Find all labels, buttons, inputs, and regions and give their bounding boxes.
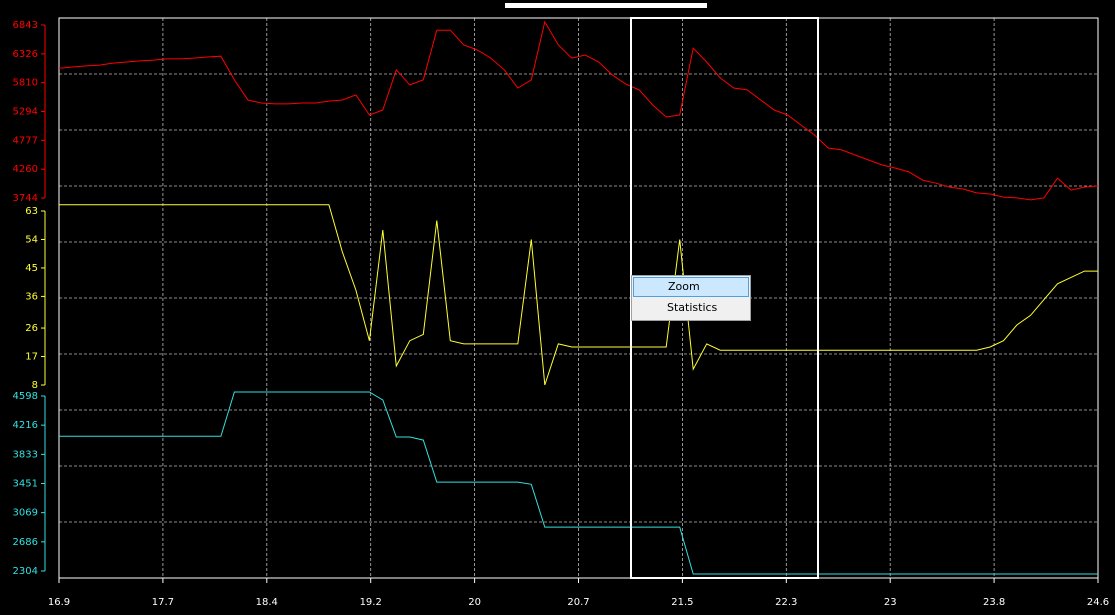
y-tick-label: 45 <box>25 263 38 274</box>
x-tick-label: 21.5 <box>671 597 693 608</box>
y-tick-label: 2686 <box>13 537 38 548</box>
plot-frame <box>58 17 1099 579</box>
x-tick-label: 17.7 <box>152 597 174 608</box>
x-tick-label: 20.7 <box>567 597 589 608</box>
x-tick-label: 24.6 <box>1087 597 1109 608</box>
x-tick-label: 23 <box>884 597 897 608</box>
y-tick-label: 5810 <box>13 78 38 89</box>
y-tick-label: 54 <box>25 234 38 245</box>
y-tick-label: 3069 <box>13 508 38 519</box>
scroll-bar[interactable] <box>505 3 707 8</box>
y-tick-label: 63 <box>25 206 38 217</box>
x-tick-label: 16.9 <box>48 597 70 608</box>
y-tick-label: 3833 <box>13 449 38 460</box>
y-tick-label: 3744 <box>13 193 38 204</box>
y-tick-label: 6326 <box>13 49 38 60</box>
y-tick-label: 8 <box>32 380 38 391</box>
series-line <box>59 204 1098 386</box>
y-tick-label: 4260 <box>13 164 38 175</box>
x-tick-label: 23.8 <box>983 597 1005 608</box>
y-tick-label: 26 <box>25 323 38 334</box>
y-tick-label: 4216 <box>13 420 38 431</box>
series-line <box>59 391 1098 575</box>
x-tick-label: 20 <box>468 597 481 608</box>
y-tick-label: 4598 <box>13 391 38 402</box>
y-tick-label: 2304 <box>13 566 38 577</box>
y-tick-label: 3451 <box>13 479 38 490</box>
context-menu: Zoom Statistics <box>631 275 751 321</box>
series-line <box>58 20 1099 201</box>
y-tick-label: 5294 <box>13 106 38 117</box>
y-tick-label: 36 <box>25 291 38 302</box>
x-tick-label: 18.4 <box>256 597 278 608</box>
x-tick-label: 22.3 <box>775 597 797 608</box>
y-tick-label: 4777 <box>13 135 38 146</box>
y-tick-label: 17 <box>25 352 38 363</box>
menu-item[interactable]: Statistics <box>667 301 718 314</box>
x-tick-label: 19.2 <box>360 597 382 608</box>
y-tick-label: 6843 <box>13 20 38 31</box>
menu-item[interactable]: Zoom <box>633 277 749 297</box>
